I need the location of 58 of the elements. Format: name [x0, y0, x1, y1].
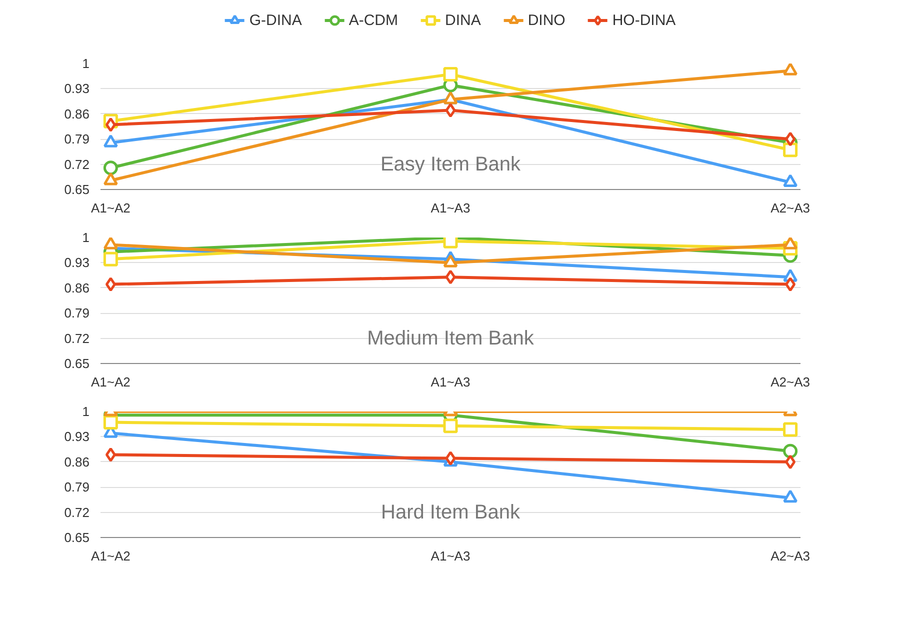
- y-tick-label: 0.72: [64, 330, 90, 346]
- y-tick-label: 0.86: [64, 280, 90, 296]
- y-tick-label: 0.65: [64, 530, 90, 545]
- y-tick-label: 0.86: [64, 106, 90, 122]
- y-tick-label: 1: [82, 404, 90, 419]
- x-tick-label: A1~A2: [90, 374, 130, 390]
- point: [443, 418, 458, 434]
- y-tick-label: 0.93: [64, 81, 90, 96]
- point: [443, 67, 458, 82]
- y-tick-label: 0.65: [64, 356, 90, 371]
- y-tick-label: 1: [82, 230, 90, 245]
- y-tick-label: 0.79: [64, 480, 90, 495]
- point: [445, 270, 456, 284]
- x-tick-label: A2~A3: [770, 200, 810, 216]
- text: Easy Item Bank: [380, 153, 522, 176]
- legend-label: A-CDM: [348, 12, 398, 28]
- legend-label: HO-DINA: [612, 12, 676, 28]
- point: [783, 490, 798, 503]
- y-tick-label: 0.72: [64, 156, 90, 172]
- x-tick-label: A1~A3: [430, 548, 470, 564]
- x-tick-label: A1~A3: [430, 200, 470, 216]
- point: [783, 422, 798, 437]
- y-tick-label: 0.65: [64, 182, 90, 197]
- point: [103, 252, 118, 266]
- x-tick-label: A1~A3: [430, 374, 470, 390]
- point: [785, 454, 796, 470]
- y-tick-label: 0.93: [64, 429, 90, 444]
- point: [105, 117, 116, 132]
- point: [103, 160, 118, 176]
- point: [445, 103, 456, 118]
- point: [103, 238, 118, 250]
- legend-label: DINO: [528, 12, 566, 28]
- legend-label: DINA: [444, 12, 481, 28]
- text: Hard Item Bank: [381, 501, 521, 524]
- x-tick-label: A2~A3: [770, 374, 810, 390]
- y-tick-label: 0.79: [64, 132, 90, 147]
- x-tick-label: A1~A2: [90, 548, 130, 564]
- x-tick-label: A1~A2: [90, 200, 130, 216]
- point: [103, 134, 118, 148]
- point: [783, 142, 798, 158]
- legend-label: G-DINA: [249, 12, 302, 28]
- point: [785, 132, 796, 146]
- y-tick-label: 0.72: [64, 504, 90, 520]
- text: Medium Item Bank: [367, 327, 535, 350]
- y-tick-label: 0.86: [64, 454, 90, 470]
- point: [105, 277, 116, 292]
- x-tick-label: A2~A3: [770, 548, 810, 564]
- point: [103, 172, 118, 186]
- point: [103, 415, 118, 430]
- point: [783, 238, 798, 250]
- y-tick-label: 0.79: [64, 306, 90, 321]
- y-tick-label: 1: [82, 56, 90, 71]
- point: [445, 451, 456, 466]
- point: [783, 444, 798, 458]
- point: [783, 64, 798, 76]
- point: [783, 174, 798, 188]
- y-tick-label: 0.93: [64, 255, 90, 270]
- point: [105, 447, 116, 462]
